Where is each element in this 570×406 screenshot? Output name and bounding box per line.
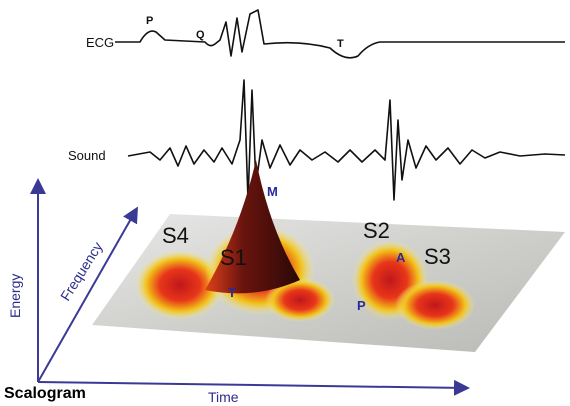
ecg-marker: Q bbox=[196, 29, 205, 41]
surface-peak bbox=[395, 280, 475, 330]
component-label: P bbox=[357, 298, 366, 313]
sound-label: Sound bbox=[68, 148, 106, 163]
scalogram-title: Scalogram bbox=[4, 385, 86, 402]
time-axis bbox=[38, 382, 466, 388]
peak-label: S1 bbox=[220, 245, 247, 270]
frequency-label: Frequency bbox=[57, 239, 106, 304]
time-label: Time bbox=[208, 389, 239, 405]
sound-wave bbox=[128, 80, 565, 200]
ecg-marker: T bbox=[337, 38, 344, 50]
peak-label: S2 bbox=[363, 218, 390, 243]
component-label: T bbox=[228, 285, 236, 300]
peak-label: S3 bbox=[424, 244, 451, 269]
ecg-wave bbox=[115, 10, 565, 58]
energy-label: Energy bbox=[7, 274, 23, 318]
figure: ECG P Q T Sound S4 S1 S2 S3 M T A P Ener… bbox=[0, 0, 570, 406]
ecg-label: ECG bbox=[86, 35, 114, 50]
peak-label: S4 bbox=[162, 223, 189, 248]
component-label: M bbox=[267, 184, 278, 199]
component-label: A bbox=[396, 250, 406, 265]
ecg-marker: P bbox=[146, 15, 153, 27]
